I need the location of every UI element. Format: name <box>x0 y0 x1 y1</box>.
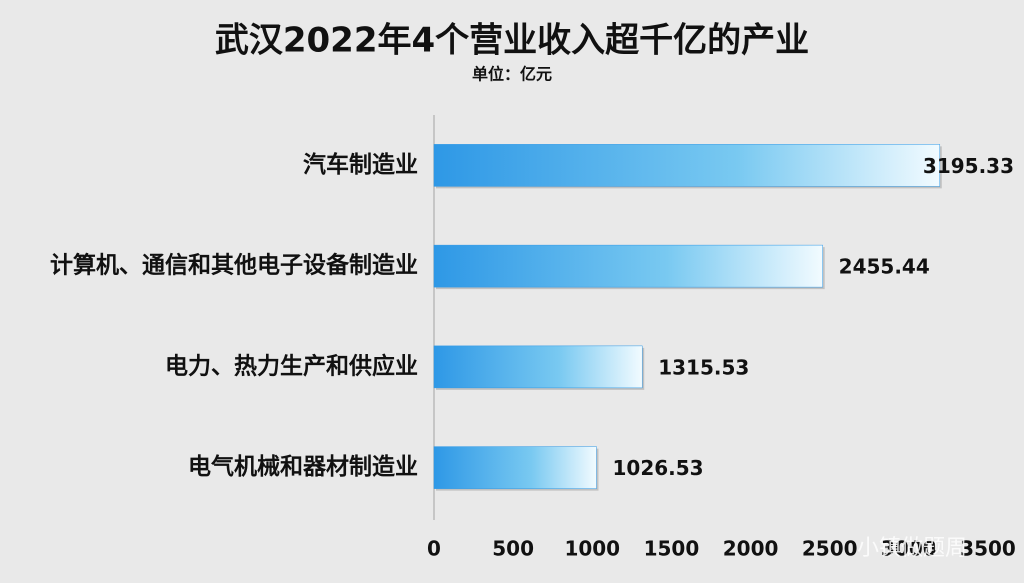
bar <box>433 446 597 489</box>
x-tick-label: 3500 <box>960 537 1016 561</box>
chart-title: 武汉2022年4个营业收入超千亿的产业 <box>215 21 809 61</box>
chart-subtitle: 单位：亿元 <box>472 65 552 84</box>
x-tick-label: 1000 <box>564 537 620 561</box>
value-label: 1026.53 <box>612 456 703 480</box>
x-tick-label: 0 <box>427 537 441 561</box>
bar <box>433 144 941 187</box>
y-tick-label: 汽车制造业 <box>303 151 418 178</box>
x-tick-label: 2000 <box>723 537 779 561</box>
x-tick-label: 1500 <box>644 537 700 561</box>
y-tick-label: 电力、热力生产和供应业 <box>165 352 418 379</box>
x-tick-label: 2500 <box>802 537 858 561</box>
value-label: 3195.33 <box>923 154 1014 178</box>
x-tick-label: 500 <box>492 537 534 561</box>
watermark: 小镇做题周 <box>857 536 967 561</box>
y-tick-label: 计算机、通信和其他电子设备制造业 <box>50 252 418 279</box>
value-label: 2455.44 <box>839 255 930 279</box>
bar <box>433 244 823 288</box>
x-tick-label: 3000 <box>881 537 937 561</box>
value-label: 1315.53 <box>658 355 749 379</box>
y-tick-label: 电气机械和器材制造业 <box>188 453 418 480</box>
bar <box>433 345 643 389</box>
